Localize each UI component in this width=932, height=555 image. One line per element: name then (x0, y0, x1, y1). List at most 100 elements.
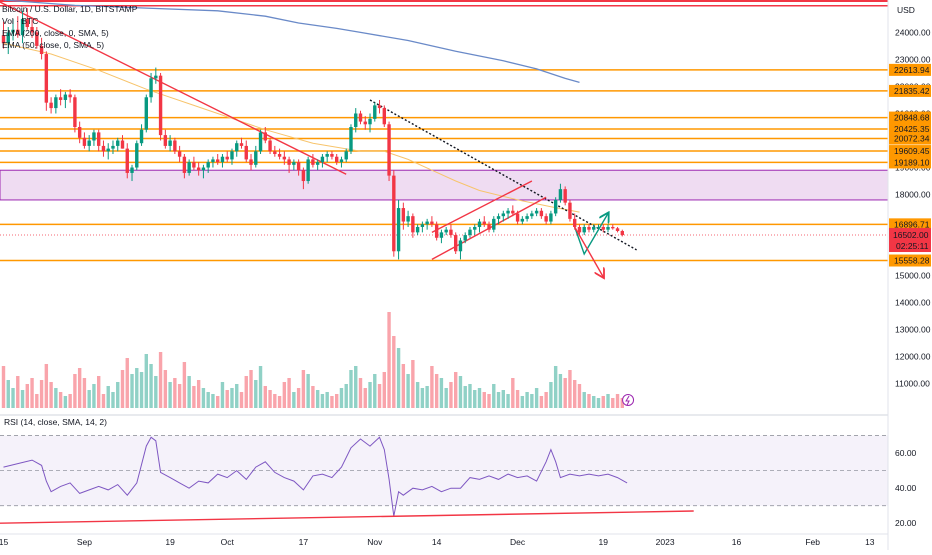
volume-bar (168, 382, 172, 408)
volume-bar (11, 388, 15, 408)
candle-body (534, 210, 539, 214)
volume-bar (268, 390, 272, 408)
volume-bar (258, 366, 263, 408)
volume-bar (377, 384, 382, 408)
candle-body (30, 27, 34, 33)
rsi-tick-label: 20.00 (895, 518, 917, 528)
volume-bar (425, 386, 429, 408)
volume-bar (320, 394, 325, 408)
bear-path-arrow (574, 226, 604, 277)
candle-body (487, 224, 491, 230)
volume-bar (373, 374, 377, 408)
volume-bar (596, 398, 601, 408)
volume-bar (577, 384, 582, 408)
candle-body (282, 156, 287, 160)
volume-bar (296, 388, 301, 408)
candle-body (97, 132, 101, 146)
candle-body (130, 167, 134, 173)
volume-bar (196, 380, 201, 408)
candle-body (1, 35, 6, 44)
volume-bar (97, 376, 101, 408)
candle-body (201, 167, 206, 171)
volume-bar (449, 382, 453, 408)
supply-zone (0, 169, 889, 201)
volume-bar (68, 394, 72, 408)
candle-body (182, 156, 187, 173)
candle-body (116, 140, 120, 146)
volume-bar (434, 374, 439, 408)
volume-bar (16, 376, 20, 408)
level-price-tag (889, 145, 931, 158)
price-tick-label: 13000.00 (895, 325, 931, 335)
candle-body (520, 218, 525, 222)
volume-legend: Vol · BTC (2, 16, 38, 26)
time-tick-label: 13 (865, 537, 875, 547)
candle-body (6, 32, 10, 44)
volume-bar (154, 376, 158, 408)
volume-bar (401, 364, 406, 408)
volume-bar (587, 394, 591, 408)
volume-bar (358, 378, 363, 408)
candle-body (339, 159, 344, 163)
volume-bar (225, 390, 229, 408)
candle-body (468, 229, 472, 236)
volume-bar (277, 396, 282, 408)
candle-body (330, 154, 334, 157)
candle-body (244, 145, 248, 160)
volume-bar (111, 392, 115, 408)
volume-bar (454, 372, 458, 408)
candle-body (444, 229, 448, 233)
volume-bar (82, 378, 87, 408)
candle-body (315, 162, 320, 165)
volume-bar (558, 374, 563, 408)
volume-bar (396, 348, 401, 408)
candle-body (377, 105, 382, 109)
rsi-legend: RSI (14, close, SMA, 14, 2) (4, 417, 107, 427)
volume-bar (106, 386, 110, 408)
candle-body (425, 221, 429, 225)
candle-body (235, 143, 239, 152)
volume-bar (139, 372, 144, 408)
volume-bar (315, 390, 320, 408)
candle-body (139, 129, 144, 144)
rsi-trendline (0, 510, 694, 524)
candle-body (492, 218, 496, 230)
candle-body (506, 210, 510, 214)
volume-bar (615, 394, 620, 408)
price-tick-label: 15000.00 (895, 271, 931, 281)
volume-bar (601, 396, 605, 408)
volume-bar (1, 366, 6, 408)
candle-body (16, 29, 20, 36)
candle-body (601, 226, 605, 230)
candle-body (463, 235, 467, 241)
candle-body (111, 145, 115, 149)
level-price-label: 20425.35 (894, 124, 930, 134)
volume-bar (534, 388, 539, 408)
candle-body (458, 240, 463, 252)
volume-bar (382, 372, 386, 408)
candle-body (568, 202, 572, 219)
volume-bar (187, 376, 191, 408)
candle-body (258, 132, 263, 152)
candle-body (396, 208, 401, 252)
level-price-label: 21835.42 (894, 86, 930, 96)
candle-body (349, 126, 353, 152)
candle-body (220, 156, 225, 163)
current-price-label: 16502.00 (893, 230, 929, 240)
volume-bar (254, 380, 258, 408)
volume-bar (325, 392, 329, 408)
volume-bar (249, 370, 253, 408)
volume-bar (25, 384, 29, 408)
ema200-line (3, 0, 580, 84)
volume-bar (101, 394, 106, 408)
symbol-title: Bitcoin / U.S. Dollar, 1D, BITSTAMP (2, 4, 138, 14)
level-price-label: 20848.68 (894, 113, 930, 123)
candle-body (473, 226, 477, 230)
candle-body (358, 113, 363, 122)
volume-bar (244, 376, 248, 408)
volume-bar (354, 366, 358, 408)
time-tick-label: Feb (805, 537, 820, 547)
candle-body (239, 143, 244, 146)
